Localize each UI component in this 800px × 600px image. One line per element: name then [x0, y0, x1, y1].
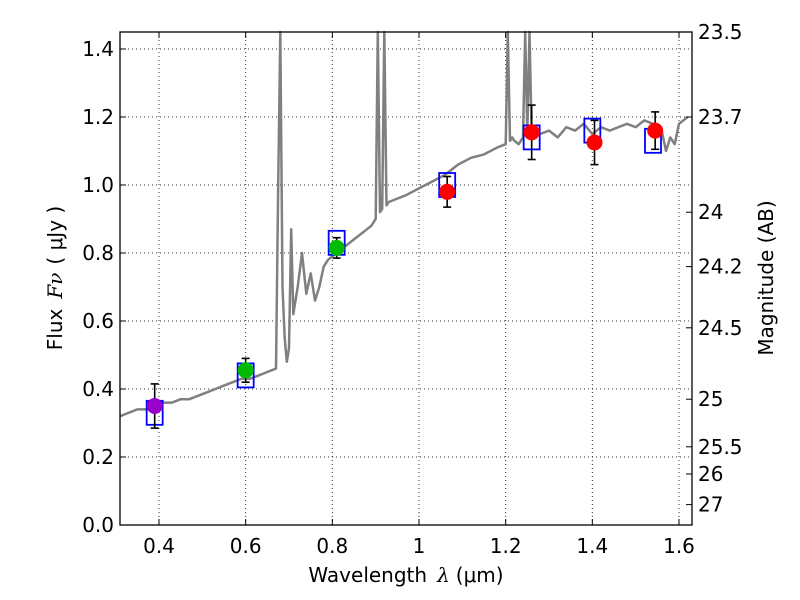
magnitude-tick-label: 26 [698, 462, 723, 486]
y-tick-label: 1.0 [82, 173, 114, 197]
magnitude-tick-label: 27 [698, 493, 723, 517]
y-tick-label: 0.8 [82, 241, 114, 265]
y-tick-label: 0.6 [82, 309, 114, 333]
observed-point-marker [328, 239, 345, 256]
x-axis-title: Wavelength λ (μm) [308, 563, 503, 587]
observed-point-marker [146, 398, 163, 414]
magnitude-tick-label: 25 [698, 387, 723, 411]
grid [120, 32, 692, 526]
model-points-layer [145, 117, 662, 426]
magnitude-tick-label: 24 [698, 200, 723, 224]
y-tick-label: 1.4 [82, 37, 114, 61]
y2-axis-title: Magnitude (AB) [754, 200, 778, 355]
y-tick-label: 0.2 [82, 445, 114, 469]
y-tick-label: 0.0 [82, 513, 114, 537]
y-tick-label: 1.2 [82, 105, 114, 129]
observed-point-marker [586, 134, 603, 151]
magnitude-tick-label: 23.7 [698, 105, 743, 129]
x-tick-label: 1.4 [576, 534, 608, 558]
observed-point-marker [237, 362, 254, 379]
observed-points-layer [146, 104, 664, 429]
plot-frame [119, 31, 693, 526]
magnitude-tick-label: 24.5 [698, 316, 743, 340]
magnitude-tick-label: 24.2 [698, 255, 743, 279]
axis-ticks: 0.4 0.6 0.8 1 1.2 1.4 1.6 0.0 0.2 0.4 0.6 0.8 1.0 1.2… [82, 20, 742, 558]
x-tick-label: 0.6 [230, 534, 262, 558]
spectrum-line [119, 30, 689, 418]
magnitude-tick-label: 23.5 [698, 20, 743, 44]
x-tick-label: 1 [413, 534, 426, 558]
observed-point-marker [647, 122, 664, 139]
x-tick-label: 1.6 [663, 534, 695, 558]
magnitude-tick-label: 25.5 [698, 435, 743, 459]
observed-point-marker [523, 124, 540, 141]
x-tick-label: 1.2 [490, 534, 522, 558]
spectrum-layer [119, 30, 689, 418]
y-axis-title: FluxFν( μJy ) [43, 206, 67, 350]
x-tick-label: 0.8 [316, 534, 348, 558]
observed-point-marker [439, 183, 456, 200]
x-tick-label: 0.4 [143, 534, 175, 558]
y-tick-label: 0.4 [82, 377, 114, 401]
